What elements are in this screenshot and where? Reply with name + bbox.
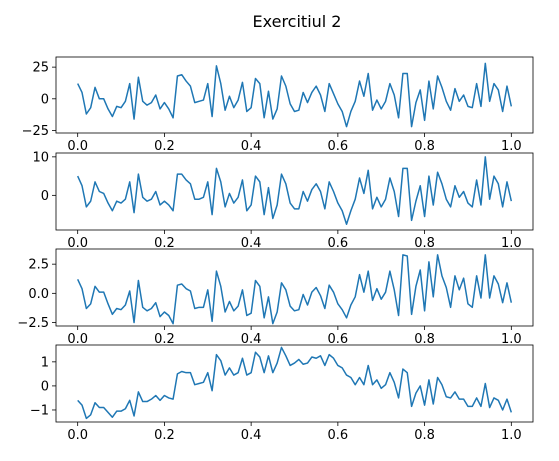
y-tick-label: 0 xyxy=(41,189,49,204)
x-tick-label: 0.2 xyxy=(154,428,175,443)
x-tick-label: 0.2 xyxy=(154,332,175,347)
axes-frame-4 xyxy=(55,344,534,423)
x-tick-label: 1.0 xyxy=(501,332,522,347)
x-tick-label: 0.0 xyxy=(67,236,88,251)
x-tick-label: 0.4 xyxy=(241,236,262,251)
y-tick-label: 0 xyxy=(41,92,49,107)
series-line-2-1 xyxy=(76,156,513,225)
x-tick-label: 0.2 xyxy=(154,236,175,251)
y-tick-label: 0.0 xyxy=(28,287,49,302)
x-tick-label: 0.4 xyxy=(241,428,262,443)
y-tick-label: 2.5 xyxy=(28,258,49,273)
y-tick-label: 0 xyxy=(41,379,49,394)
series-line-3-1 xyxy=(76,254,513,325)
series-line-1-1 xyxy=(77,62,513,128)
subplot-4: 0.0 0.2 0.4 0.6 0.8 1.0 1 0 −1 xyxy=(30,344,534,443)
series-line-4-1 xyxy=(77,346,513,420)
subplot-2: 0.0 0.2 0.4 0.6 0.8 1.0 10 0 xyxy=(32,150,534,251)
axes-frame-1 xyxy=(55,56,534,134)
y-tick-label: 10 xyxy=(32,150,49,165)
x-tick-label: 1.0 xyxy=(501,139,522,154)
x-tick-label: 0.8 xyxy=(414,332,435,347)
y-tick-label: −1 xyxy=(30,403,49,418)
x-tick-label: 0.6 xyxy=(328,428,349,443)
x-tick-label: 0.0 xyxy=(67,332,88,347)
x-tick-label: 0.4 xyxy=(241,139,262,154)
x-tick-label: 0.2 xyxy=(154,139,175,154)
x-tick-label: 0.8 xyxy=(414,236,435,251)
y-tick-label: 25 xyxy=(32,61,49,76)
x-tick-label: 1.0 xyxy=(501,428,522,443)
axes-frame-3 xyxy=(55,248,534,327)
x-tick-label: 0.0 xyxy=(67,139,88,154)
figure-title: Exercitiul 2 xyxy=(253,12,342,31)
x-tick-label: 0.8 xyxy=(414,428,435,443)
x-tick-label: 1.0 xyxy=(501,236,522,251)
subplots: 0.0 0.2 0.4 0.6 0.8 1.0 25 0 −25 0.0 0.2 0.4 0.6 0.8 1… xyxy=(17,56,534,443)
y-tick-label: 1 xyxy=(41,355,49,370)
y-tick-label: −25 xyxy=(22,124,49,139)
x-tick-label: 0.6 xyxy=(328,139,349,154)
x-tick-label: 0.6 xyxy=(328,236,349,251)
axes-frame-2 xyxy=(55,152,534,231)
x-tick-label: 0.6 xyxy=(328,332,349,347)
y-tick-label: −2.5 xyxy=(17,316,49,331)
subplot-3: 0.0 0.2 0.4 0.6 0.8 1.0 2.5 0.0 −2.5 xyxy=(17,248,534,347)
x-tick-label: 0.4 xyxy=(241,332,262,347)
x-tick-label: 0.8 xyxy=(414,139,435,154)
subplot-1: 0.0 0.2 0.4 0.6 0.8 1.0 25 0 −25 xyxy=(22,56,534,154)
x-tick-label: 0.0 xyxy=(67,428,88,443)
